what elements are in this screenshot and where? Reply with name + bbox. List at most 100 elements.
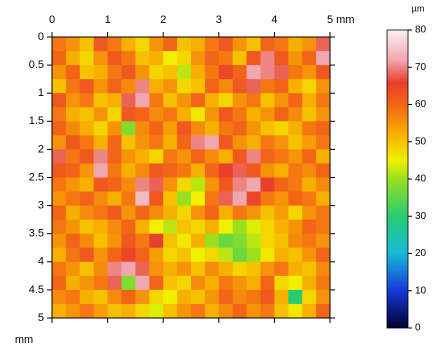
heat-cell	[149, 65, 164, 80]
heat-cell	[65, 107, 81, 122]
heat-cell	[246, 149, 261, 164]
heat-cell	[149, 247, 164, 263]
heat-cell	[121, 51, 136, 66]
heat-cell	[121, 107, 136, 122]
heat-cell	[107, 233, 122, 249]
heat-cell	[135, 275, 150, 291]
heat-cell	[135, 303, 150, 319]
heat-cell	[302, 163, 317, 178]
heat-cell	[93, 93, 109, 108]
heat-cell	[93, 121, 109, 136]
heat-cell	[316, 37, 331, 52]
heat-cell	[52, 275, 67, 291]
heat-cell	[65, 261, 81, 277]
heat-cell	[65, 51, 81, 66]
heat-cell	[191, 149, 206, 164]
heat-cell	[316, 51, 331, 66]
heat-cell	[107, 135, 122, 150]
heat-cell	[177, 233, 192, 249]
heat-cell	[232, 93, 248, 108]
heat-cell	[316, 233, 331, 249]
heat-cell	[135, 205, 150, 221]
y-tick-label: 5	[38, 312, 44, 324]
heat-cell	[274, 247, 289, 263]
heat-cell	[274, 303, 289, 319]
heat-cell	[93, 233, 109, 249]
y-tick-label: 2	[38, 143, 44, 155]
heat-cell	[232, 135, 248, 150]
heat-cell	[288, 135, 303, 150]
heat-cell	[288, 107, 303, 122]
heat-cell	[302, 93, 317, 108]
heat-cell	[260, 65, 275, 80]
heat-cell	[65, 289, 81, 305]
heat-cell	[93, 219, 109, 235]
heat-cell	[93, 135, 109, 150]
heat-cell	[93, 177, 109, 193]
heat-cell	[218, 233, 234, 249]
heat-cell	[246, 51, 261, 66]
heat-cell	[204, 205, 220, 221]
heat-cell	[316, 177, 331, 193]
heat-cell	[288, 149, 303, 164]
heat-cell	[246, 247, 261, 263]
heat-cell	[107, 121, 122, 136]
heat-cell	[107, 303, 122, 319]
heat-cell	[79, 191, 95, 207]
heat-cell	[274, 275, 289, 291]
heat-cell	[274, 177, 289, 193]
heat-cell	[65, 303, 81, 319]
heat-cell	[52, 233, 67, 249]
heat-cell	[204, 163, 220, 178]
heat-cell	[149, 261, 164, 277]
colorbar-tick-label: 80	[415, 25, 427, 36]
heat-cell	[163, 303, 178, 319]
heat-cell	[79, 261, 95, 277]
heat-cell	[204, 79, 220, 94]
heat-cell	[274, 93, 289, 108]
heat-cell	[191, 219, 206, 235]
heat-cell	[93, 37, 109, 52]
heat-cell	[218, 275, 234, 291]
y-tick-label: 3	[38, 200, 44, 212]
heat-cell	[163, 149, 178, 164]
heat-cell	[135, 37, 150, 52]
heat-cell	[218, 51, 234, 66]
heat-cell	[163, 289, 178, 305]
colorbar-tick-label: 20	[415, 248, 427, 259]
heat-cell	[52, 289, 67, 305]
heat-cell	[302, 191, 317, 207]
heat-cell	[260, 149, 275, 164]
heat-cell	[274, 121, 289, 136]
heat-cell	[191, 205, 206, 221]
heat-cell	[232, 107, 248, 122]
heat-cell	[191, 191, 206, 207]
heat-cell	[107, 219, 122, 235]
colorbar-tick-label: 40	[415, 174, 427, 185]
heat-cell	[107, 107, 122, 122]
heat-cell	[177, 261, 192, 277]
heat-cell	[121, 149, 136, 164]
heat-cell	[79, 149, 95, 164]
heat-cell	[316, 121, 331, 136]
heat-cell	[260, 289, 275, 305]
heat-cell	[316, 261, 331, 277]
heat-cell	[316, 65, 331, 80]
heat-cell	[218, 121, 234, 136]
heat-cell	[93, 163, 109, 178]
heat-cell	[52, 177, 67, 193]
heat-cell	[288, 303, 303, 319]
heat-cell	[52, 191, 67, 207]
heat-cell	[52, 121, 67, 136]
heat-cell	[177, 275, 192, 291]
heat-cell	[274, 205, 289, 221]
heat-cell	[302, 121, 317, 136]
heat-cell	[246, 219, 261, 235]
heat-cell	[218, 149, 234, 164]
heat-cell	[246, 121, 261, 136]
heat-cell	[204, 191, 220, 207]
heat-cell	[204, 247, 220, 263]
heat-cell	[316, 93, 331, 108]
heat-cell	[232, 205, 248, 221]
